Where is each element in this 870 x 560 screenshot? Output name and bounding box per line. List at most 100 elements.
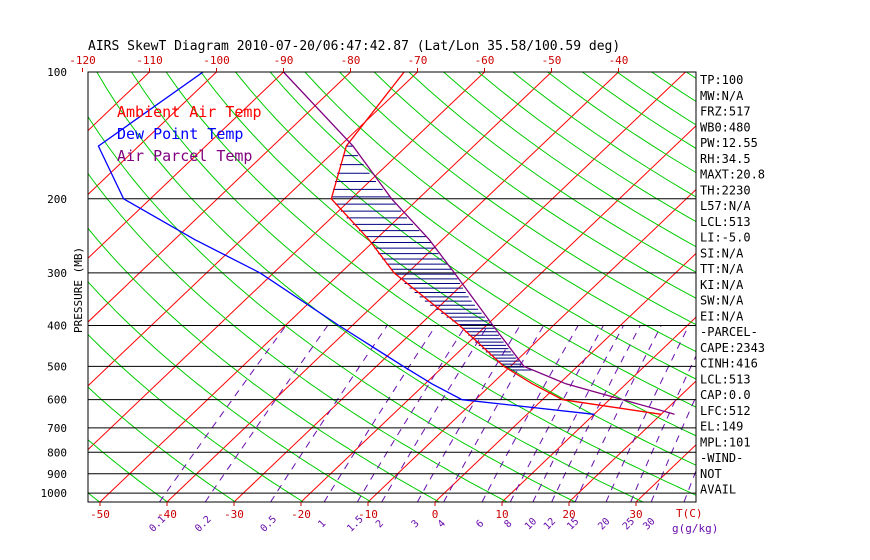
mixing-ratio-label: 0.2 [193,514,214,535]
isotherm-line [233,72,686,502]
index-entry: FRZ:517 [700,105,751,119]
dry-adiabat-line [131,72,696,496]
dry-adiabat-line [408,72,696,273]
mixing-ratio-line [532,325,624,502]
dry-adiabat-line [860,72,870,502]
isotherm-line [88,72,217,196]
index-entry: LI:-5.0 [700,231,751,245]
isotherm-line [300,125,696,502]
mixing-ratio-label: 30 [641,516,657,532]
dry-adiabat-line [373,72,696,299]
isotherm-line [837,72,870,502]
dry-adiabat-line [825,72,870,502]
dry-adiabat-line [304,72,696,353]
mixing-ratio-line [356,325,467,502]
bottom-temp-tick-label: -50 [90,508,110,521]
top-temp-tick-label: -110 [136,54,163,67]
bottom-temp-tick-label: -10 [358,508,378,521]
bottom-temp-tick-label: 10 [495,508,508,521]
isotherm-line [88,72,351,323]
mixing-ratio-line [270,325,388,502]
legend-entry: Air Parcel Temp [117,147,252,165]
dry-adiabat-line [88,281,372,502]
dry-adiabat-line [235,72,696,408]
mixing-ratio-label: 12 [542,516,558,532]
index-entry: MW:N/A [700,89,744,103]
mixing-ratio-label: 3 [410,518,422,530]
dry-adiabat-line [443,72,696,248]
mixing-ratio-line [204,325,329,502]
dew-point-temp-line [97,72,595,415]
air-parcel-temp-line [283,72,675,415]
index-entry: SW:N/A [700,294,744,308]
bottom-temp-tick-label: -30 [224,508,244,521]
index-entry: L57:N/A [700,199,751,213]
index-entry: AVAIL [700,483,736,497]
mixing-ratio-line [381,325,489,502]
pressure-tick-label: 800 [47,446,67,459]
dry-adiabat-line [339,72,696,326]
dry-adiabat-line [88,227,440,502]
mixing-ratio-label: 6 [474,518,486,530]
index-entry: WB0:480 [700,120,751,134]
bottom-temp-axis: -50 -40 -30 -20 -10 0 10 20 30 [90,502,643,521]
dry-adiabat-line [88,333,304,502]
isotherm-line [88,72,418,387]
index-entry: RH:34.5 [700,152,751,166]
dry-adiabat-line [88,439,168,502]
mixing-ratio-line [509,325,604,502]
dry-adiabat-line [88,386,236,502]
top-temp-tick-label: -90 [274,54,294,67]
mixing-ratio-line [159,325,287,502]
isotherm-line [166,72,619,502]
bottom-temp-tick-label: -40 [157,508,177,521]
isotherm-line [568,380,696,502]
pressure-tick-label: 400 [47,320,67,333]
bottom-temp-tick-label: 30 [629,508,642,521]
index-entry: MPL:101 [700,435,751,449]
pressure-tick-label: 1000 [41,487,68,500]
dry-adiabat-line [269,72,696,380]
top-temp-tick-label: -60 [475,54,495,67]
dry-adiabat-line [88,172,508,502]
top-temp-tick-label: -50 [542,54,562,67]
mixing-ratio-line [605,325,690,502]
mixing-ratio-label: 10 [523,516,539,532]
dry-adiabat-line [477,72,696,223]
isotherm-line [770,72,870,502]
y-axis-label: PRESSURE (MB) [72,247,85,333]
dry-adiabat-line [200,72,696,437]
mixing-ratio-label: 0.5 [259,514,280,535]
top-temp-tick-label: -40 [609,54,629,67]
index-entry: EL:149 [700,420,743,434]
bottom-temp-tick-label: 0 [432,508,439,521]
pressure-tick-label: 100 [47,66,67,79]
dry-adiabat-line [96,72,644,502]
mixing-ratio-label: 2 [374,518,386,530]
pressure-tick-label: 300 [47,267,67,280]
pressure-tick-label: 200 [47,193,67,206]
legend: Ambient Air Temp Dew Point Temp Air Parcel… [117,103,262,165]
sounding-curves [97,72,675,415]
index-entry: CINH:416 [700,357,758,371]
bottom-temp-tick-label: -20 [291,508,311,521]
pressure-tick-label: 500 [47,360,67,373]
chart-title: AIRS SkewT Diagram 2010-07-20/06:47:42.8… [88,39,620,54]
index-entry: LCL:513 [700,215,751,229]
temp-axis-label: T(C) [676,507,703,520]
index-entry: LFC:512 [700,404,751,418]
top-temp-axis: -120 -110 -100 -90 -80 -70 -60 -50 -40 [69,54,628,72]
index-entry: -PARCEL- [700,325,758,339]
isotherm-line [0,72,16,502]
legend-entry: Ambient Air Temp [117,103,262,121]
mixing-ratio-line [630,354,696,502]
top-temp-tick-label: -120 [69,54,96,67]
index-entry: CAPE:2343 [700,341,765,355]
dry-adiabat-line [165,72,696,466]
isotherm-line [0,72,83,502]
mixing-ratio-label: 20 [596,516,612,532]
dry-adiabat-line [756,72,870,502]
isotherm-line [367,188,696,502]
